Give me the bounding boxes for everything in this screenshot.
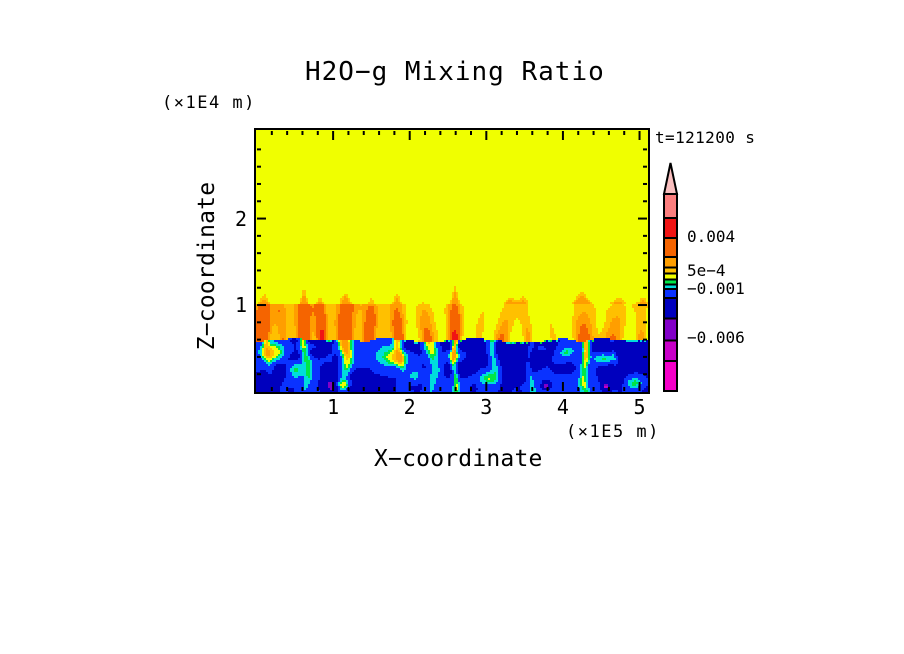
x-tick-label: 5 xyxy=(633,394,646,419)
colorbar-arrow xyxy=(662,162,679,195)
colorbar-segment xyxy=(663,288,678,299)
x-axis-title: X−coordinate xyxy=(374,446,543,472)
z-tick-label: 1 xyxy=(234,293,247,318)
colorbar-tick-label: 0.004 xyxy=(687,226,736,246)
colorbar-segment xyxy=(663,317,678,342)
x-tick-label: 4 xyxy=(556,394,569,419)
x-tick-label: 1 xyxy=(327,394,340,419)
colorbar-tick-label: −0.006 xyxy=(687,328,745,347)
colorbar-tick-label: 5e−4 xyxy=(687,261,726,280)
colorbar-segment xyxy=(663,256,678,269)
x-tick-label: 2 xyxy=(403,394,416,419)
colorbar-segment xyxy=(663,360,678,392)
colorbar-segment xyxy=(663,193,678,219)
z-axis-unit-label: (×1E4 m) xyxy=(162,93,256,113)
x-tick-label: 3 xyxy=(480,394,493,419)
z-tick-label: 2 xyxy=(234,206,247,231)
colorbar-tick-label: −0.001 xyxy=(687,278,745,298)
plot-frame xyxy=(254,128,650,394)
colorbar-segment xyxy=(663,339,678,362)
chart-title: H2O−g Mixing Ratio xyxy=(305,57,605,87)
heatmap-field xyxy=(256,130,648,392)
colorbar-segment xyxy=(663,237,678,258)
time-annotation: t=121200 s xyxy=(655,128,756,147)
colorbar-segment xyxy=(663,217,678,239)
x-axis-unit-label: (×1E5 m) xyxy=(566,422,660,442)
colorbar-segment xyxy=(663,297,678,320)
